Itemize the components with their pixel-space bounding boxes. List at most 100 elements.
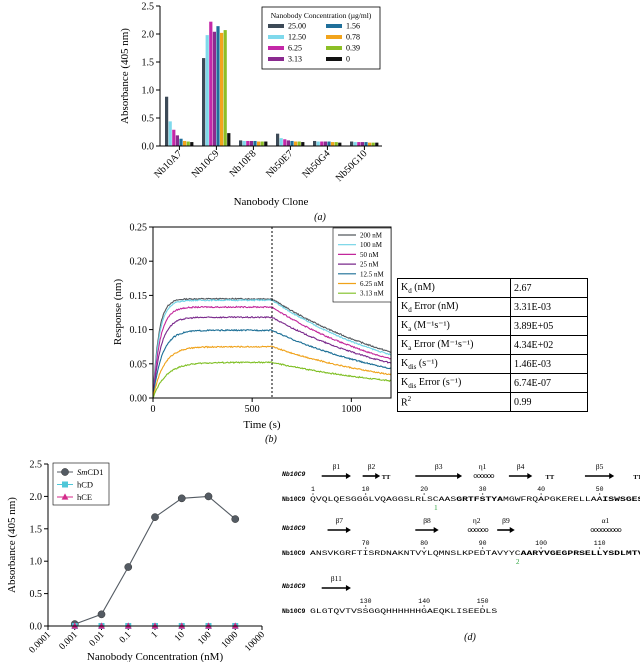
d-seq-name: Nb10C9 [282,608,306,615]
d-number-dot [482,605,484,607]
c-x-tick-label: 1 [150,630,161,641]
c-point-0-1 [97,610,106,619]
d-number-dot [540,547,542,549]
b-table-row: Kdis (s⁻¹) 1.46E-03 [397,354,588,374]
d-sse-label: α1 [602,516,610,525]
b-table-row: Kd Error (nM) 3.31E-03 [397,297,588,317]
b-legend-label: 6.25 nM [360,280,385,288]
b-table-row: R2 0.99 [397,392,588,412]
a-bar-nb50g4-7 [338,142,342,146]
b-table-row: Ka (M⁻¹s⁻¹) 3.89E+05 [397,316,588,336]
a-bar-nb10c9-4 [216,26,220,146]
d-sse-label: β4 [517,462,525,471]
b-plot-frame [152,226,392,399]
a-x-tick-label: Nb10C9 [190,148,222,180]
d-sequence-segment: MGWFRQAPGKERELLAA [503,496,603,503]
a-bar-nb10f8-4 [253,140,257,146]
a-legend-swatch [326,46,342,50]
d-residue-number: 130 [360,598,372,605]
b-curve-4 [152,328,392,399]
a-legend-swatch [326,57,342,61]
a-bar-nb10f8-0 [239,140,243,146]
c-y-axis-label: Absorbance (405 nm) [6,497,18,593]
a-legend-label: 6.25 [288,44,302,53]
a-bar-nb10a7-0 [165,96,169,146]
c-point-0-3 [151,513,159,521]
b-y-tick-label: 0.20 [130,257,148,268]
b-table-key: Kdis Error (s⁻¹) [397,373,511,393]
c-legend-marker [61,468,69,476]
a-bar-nb50e7-3 [286,140,290,146]
b-legend-label: 12.5 nM [360,270,385,278]
d-sequence: GLGTQVTVSSGGQHHHHHHGAEQKLISEEDLS [310,608,497,615]
b-y-tick-label: 0.10 [130,325,148,336]
b-y-tick-label: 0.05 [130,359,148,370]
d-arrow-head [527,473,533,479]
d-disulfide-marker: 2 [516,558,520,566]
b-curve-0 [152,297,392,398]
b-legend-box [332,227,392,303]
d-sse-label: β8 [423,516,431,525]
d-sequence-segment: QVQLQESGGGLVQAGGSLRLSCAAS [310,496,456,503]
a-bar-nb50g10-0 [350,141,354,146]
b-legend-label: 3.13 nM [360,290,385,298]
b-table-key: Kd (nM) [397,278,511,298]
b-table-row: Ka Error (M⁻¹s⁻¹) 4.34E+02 [397,335,588,355]
a-bar-nb50g10-4 [364,142,368,146]
c-legend-label: SmCD1 [77,467,103,477]
a-bar-nb50e7-4 [290,140,294,146]
a-legend-label: 0.39 [346,44,360,53]
a-bar-nb50e7-5 [294,141,298,146]
a-y-tick-label: 1.0 [142,86,155,97]
a-x-tick-label: Nb10A7 [152,148,184,180]
d-block-2: Nb10C9Nb10C9β7β8η2β9α1β10708090100110120… [282,516,640,566]
d-residue-number: 140 [418,598,430,605]
d-sse-label: β7 [335,516,343,525]
a-bar-nb50g4-3 [323,141,327,146]
b-table-key: Kdis (s⁻¹) [397,354,511,374]
d-residue-number: 50 [596,486,604,493]
a-bar-nb10c9-0 [202,58,206,146]
d-number-dot [482,493,484,495]
a-y-tick-label: 2.0 [142,30,155,41]
d-turn-label: TT [382,474,391,481]
a-legend-swatch [268,57,284,61]
a-bar-nb10a7-3 [175,135,179,146]
d-number-dot [365,493,367,495]
d-sse-label: β5 [596,462,604,471]
panel-a-bar-chart: 0.00.51.01.52.02.5 Nb10A7 Nb10C9 Nb10F8 Nb5… [119,2,382,223]
a-bar-nb50e7-6 [297,141,301,146]
d-sequence-segment: AARYVGEGPRSELLYSDLMTVDY [521,550,640,557]
a-bar-nb10f8-1 [242,140,246,146]
a-x-tick-label: Nb10F8 [228,148,259,179]
b-x-axis-label: Time (s) [243,419,281,431]
c-point-0-2 [124,563,133,571]
a-bar-nb50e7-1 [279,138,283,146]
c-x-tick-label: 1000 [220,630,241,651]
a-bar-nb50g10-2 [357,142,361,146]
d-helix-coil [473,474,495,478]
b-table-row: Kd (nM) 2.67 [397,278,588,298]
a-x-tick-label: Nb50G10 [334,148,370,184]
b-curve-5 [152,345,392,399]
a-bar-nb10c9-5 [220,32,224,146]
b-kinetics-table: Kd (nM) 2.67 Kd Error (nM) 3.31E-03 Ka (M⁻¹s… [397,278,588,412]
panel-c-dose-response-chart: 0.0 0.5 1.0 1.5 2.0 2.5 0.0001 0.001 0.01 0.1 1 10… [6,460,267,662]
c-x-tick-label: 0.1 [118,630,134,646]
a-bar-nb10c9-2 [209,21,213,146]
a-x-tick-label: Nb50E7 [264,148,295,179]
d-residue-number: 30 [479,486,487,493]
c-y-tick-label: 1.0 [30,557,43,568]
a-bar-nb10a7-1 [168,121,172,146]
a-legend-label: 12.50 [288,33,306,42]
d-sse-label: η2 [473,516,481,525]
c-y-tick-label: 1.5 [30,524,43,535]
a-legend-label: 0 [346,55,350,64]
a-bar-nb50e7-7 [301,142,305,146]
d-residue-number: 1 [311,486,315,493]
d-number-dot [312,493,314,495]
c-x-tick-label: 10000 [243,630,267,654]
b-x-tick-label: 1000 [341,404,361,415]
c-legend-label: hCD [77,480,93,490]
